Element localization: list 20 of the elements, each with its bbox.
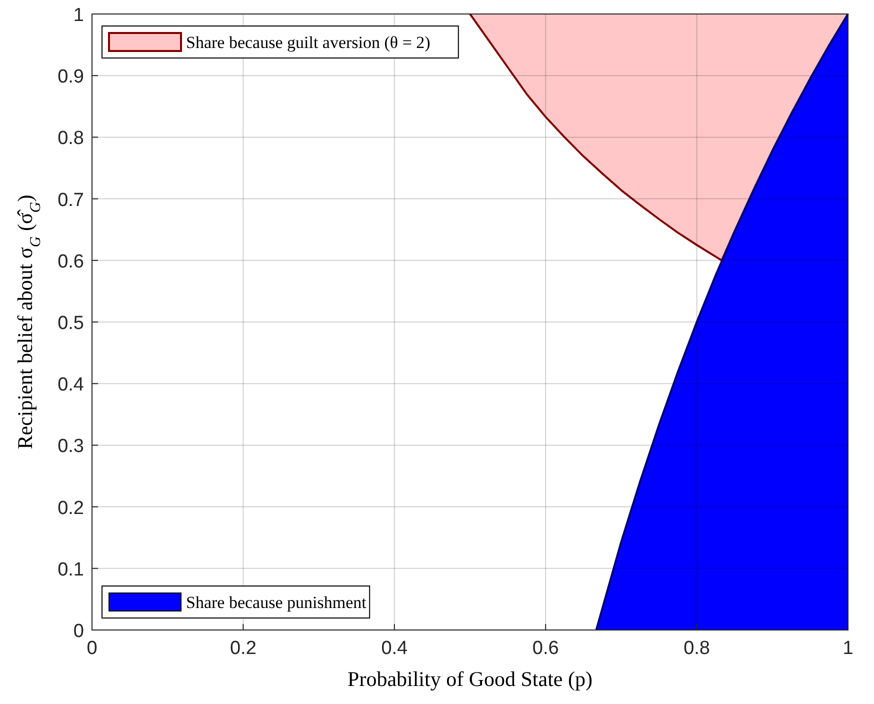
y-tick-label: 0.1 — [58, 559, 84, 580]
x-tick-label: 0.4 — [381, 638, 408, 659]
y-tick-label: 0.2 — [58, 498, 84, 519]
y-tick-label: 0.5 — [58, 313, 84, 334]
x-tick-label: 1 — [842, 638, 854, 659]
x-tick-label: 0.2 — [230, 638, 256, 659]
y-tick-label: 0.4 — [58, 374, 84, 396]
y-tick-label: 1 — [73, 5, 84, 26]
legend-label: Share because punishment — [186, 593, 367, 612]
y-tick-label: 0.6 — [58, 251, 84, 272]
x-tick-label: 0 — [86, 638, 98, 659]
y-tick-label: 0.7 — [58, 190, 84, 211]
y-tick-label: 0.3 — [58, 436, 84, 458]
x-tick-label: 0.6 — [532, 638, 559, 659]
y-tick-label: 0.8 — [58, 128, 84, 150]
legend-label: Share because guilt aversion (θ = 2) — [186, 33, 430, 52]
y-tick-label: 0.9 — [58, 66, 84, 88]
x-axis-title: Probability of Good State (p) — [348, 667, 592, 691]
x-tick-label: 0.8 — [684, 638, 710, 659]
y-tick-label: 0 — [73, 621, 84, 642]
